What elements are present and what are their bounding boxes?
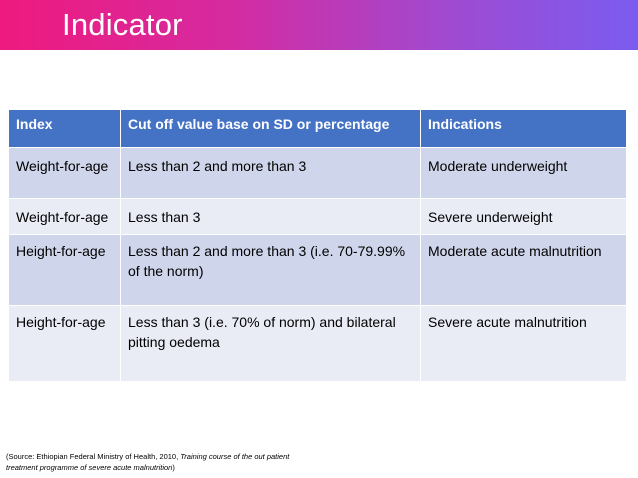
title-bar: Indicator [0, 0, 638, 50]
cell-cutoff: Less than 2 and more than 3 (i.e. 70-79.… [120, 234, 421, 306]
cell-indication: Moderate acute malnutrition [420, 234, 627, 306]
indicator-table: Index Cut off value base on SD or percen… [8, 109, 627, 382]
table-row: Height-for-age Less than 3 (i.e. 70% of … [8, 305, 627, 382]
table-row: Height-for-age Less than 2 and more than… [8, 234, 627, 306]
cell-cutoff: Less than 3 [120, 198, 421, 235]
source-title: Training course of the out patient treat… [6, 452, 290, 472]
slide-title: Indicator [62, 7, 183, 42]
header-cutoff: Cut off value base on SD or percentage [120, 109, 421, 148]
header-index: Index [8, 109, 121, 148]
cell-index: Weight-for-age [8, 147, 121, 199]
source-citation: (Source: Ethiopian Federal Ministry of H… [6, 452, 306, 473]
source-prefix: (Source: Ethiopian Federal Ministry of H… [6, 452, 181, 461]
cell-index: Weight-for-age [8, 198, 121, 235]
table-row: Weight-for-age Less than 3 Severe underw… [8, 198, 627, 235]
table-header-row: Index Cut off value base on SD or percen… [8, 109, 627, 148]
cell-index: Height-for-age [8, 305, 121, 382]
table-row: Weight-for-age Less than 2 and more than… [8, 147, 627, 199]
header-indications: Indications [420, 109, 627, 148]
cell-index: Height-for-age [8, 234, 121, 306]
cell-indication: Moderate underweight [420, 147, 627, 199]
cell-indication: Severe acute malnutrition [420, 305, 627, 382]
source-suffix: ) [172, 462, 175, 472]
cell-cutoff: Less than 2 and more than 3 [120, 147, 421, 199]
cell-indication: Severe underweight [420, 198, 627, 235]
cell-cutoff: Less than 3 (i.e. 70% of norm) and bilat… [120, 305, 421, 382]
